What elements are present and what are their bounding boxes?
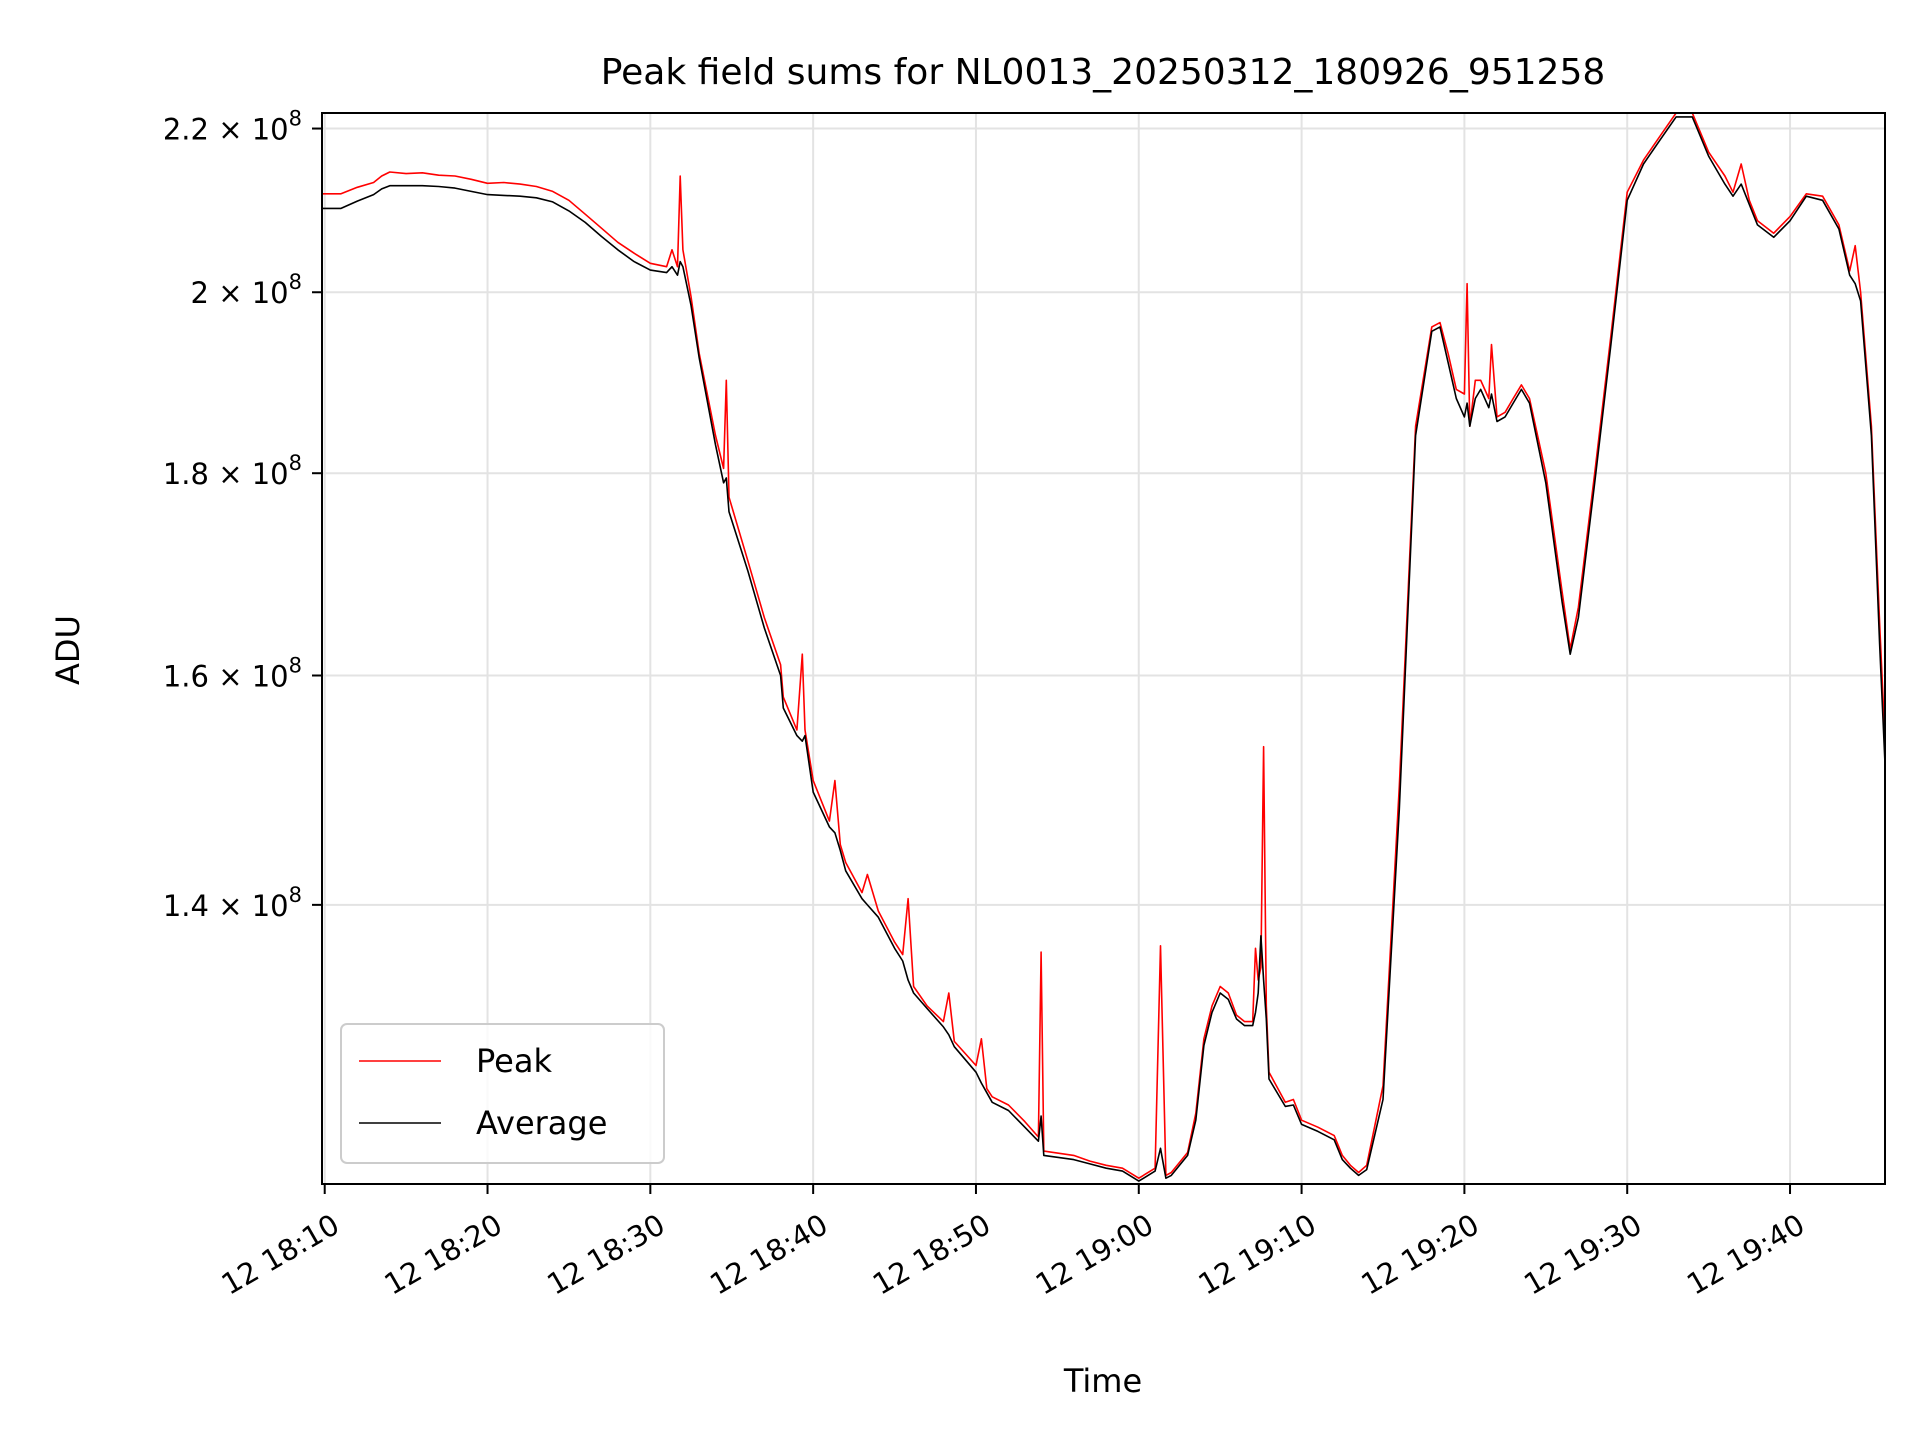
y-tick-mantissa: 2.2 xyxy=(163,113,209,147)
x-axis-label: Time xyxy=(1063,1362,1142,1400)
legend-label-average: Average xyxy=(476,1104,607,1142)
legend-box xyxy=(340,1023,665,1164)
y-tick-times: × 10 xyxy=(209,113,289,147)
legend: Peak Average xyxy=(340,1023,665,1164)
y-axis-label: ADU xyxy=(49,615,87,685)
y-tick-label: 1.8 × 108 xyxy=(163,451,302,491)
chart-title: Peak field sums for NL0013_20250312_1809… xyxy=(601,52,1606,93)
y-tick-mantissa: 2 xyxy=(191,276,209,310)
y-tick-label: 1.6 × 108 xyxy=(163,654,302,694)
y-tick-mantissa: 1.6 xyxy=(163,660,209,694)
y-tick-times: × 10 xyxy=(209,276,289,310)
y-tick-exponent: 8 xyxy=(289,654,302,678)
y-tick-label: 2.2 × 108 xyxy=(163,107,302,147)
y-tick-label: 2 × 108 xyxy=(191,270,302,310)
y-tick-times: × 10 xyxy=(209,457,289,491)
y-tick-exponent: 8 xyxy=(289,883,302,907)
y-tick-exponent: 8 xyxy=(289,107,302,131)
series-line-average xyxy=(322,116,1885,1182)
y-tick-exponent: 8 xyxy=(289,270,302,294)
y-tick-mantissa: 1.4 xyxy=(163,889,209,923)
series-layer xyxy=(322,113,1885,1182)
legend-label-peak: Peak xyxy=(476,1042,552,1080)
y-tick-times: × 10 xyxy=(209,889,289,923)
y-tick-mantissa: 1.8 xyxy=(163,457,209,491)
y-tick-exponent: 8 xyxy=(289,451,302,475)
y-tick-times: × 10 xyxy=(209,660,289,694)
plot-frame xyxy=(321,112,1886,1185)
y-tick-label: 1.4 × 108 xyxy=(163,883,302,923)
grid xyxy=(322,113,1885,1184)
